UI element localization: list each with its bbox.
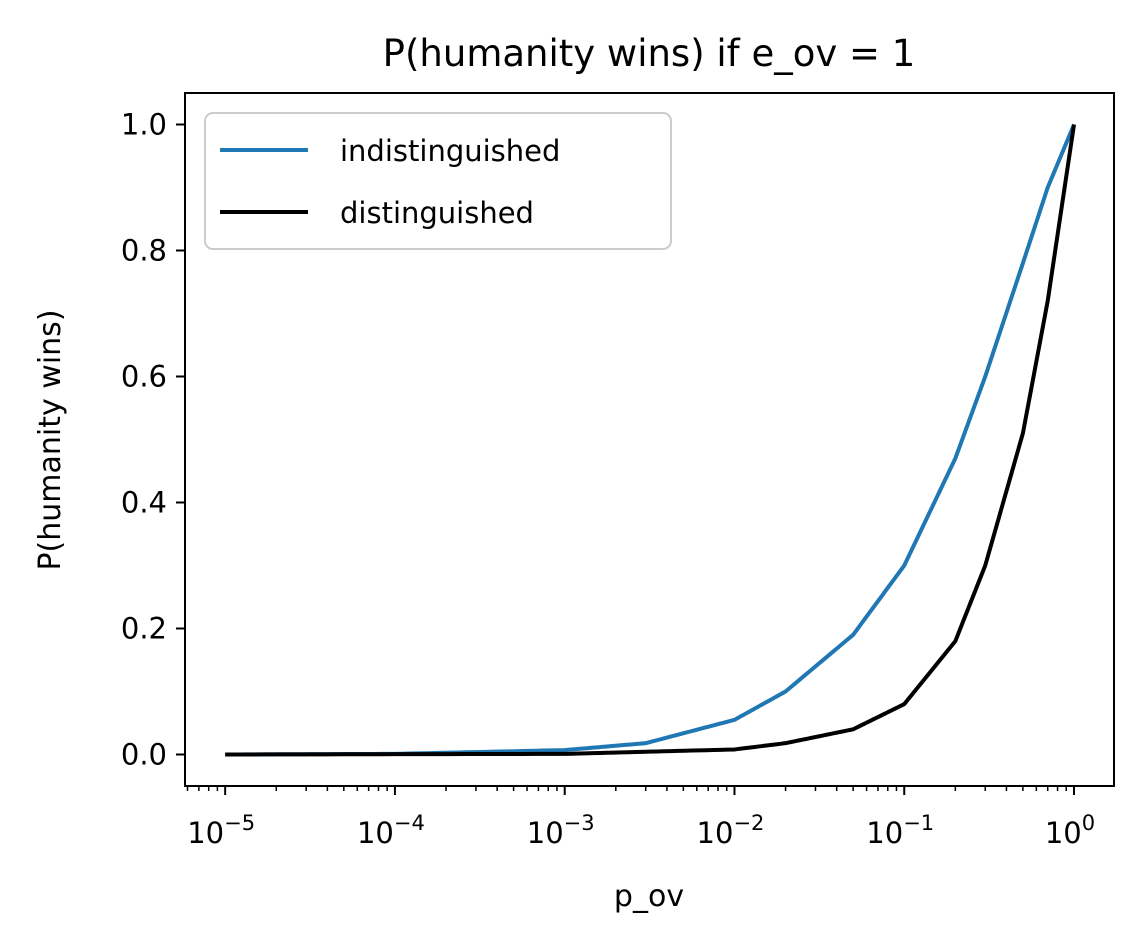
x-tick-label: 10−5: [187, 811, 255, 850]
x-tick-label: 100: [1045, 811, 1095, 850]
x-axis-ticks: 10−5 10−4 10−3 10−2 10−1 100: [186, 786, 1095, 850]
legend-label-distinguished: distinguished: [340, 196, 534, 230]
y-tick-label: 0.0: [121, 738, 167, 772]
y-tick-label: 0.8: [121, 234, 167, 268]
legend: indistinguished distinguished: [204, 112, 672, 250]
x-tick-label: 10−2: [697, 811, 765, 850]
chart-title: P(humanity wins) if e_ov = 1: [383, 32, 916, 75]
y-tick-label: 0.6: [121, 360, 167, 394]
x-axis-label: p_ov: [614, 879, 684, 914]
y-tick-label: 0.4: [121, 486, 167, 520]
y-axis-ticks: 0.0 0.2 0.4 0.6 0.8 1.0: [121, 108, 185, 772]
y-tick-label: 1.0: [121, 108, 167, 142]
series-line-indistinguished: [225, 123, 1076, 757]
plot-frame: [184, 92, 1115, 787]
x-tick-label: 10−3: [527, 811, 595, 850]
x-tick-label: 10−1: [866, 811, 934, 850]
y-axis-label: P(humanity wins): [33, 309, 68, 570]
x-tick-label: 10−4: [357, 811, 425, 850]
y-tick-label: 0.2: [121, 612, 167, 646]
plot-lines: [225, 123, 1076, 757]
legend-box: [204, 112, 672, 250]
legend-label-indistinguished: indistinguished: [340, 134, 560, 168]
series-line-distinguished: [225, 124, 1076, 757]
